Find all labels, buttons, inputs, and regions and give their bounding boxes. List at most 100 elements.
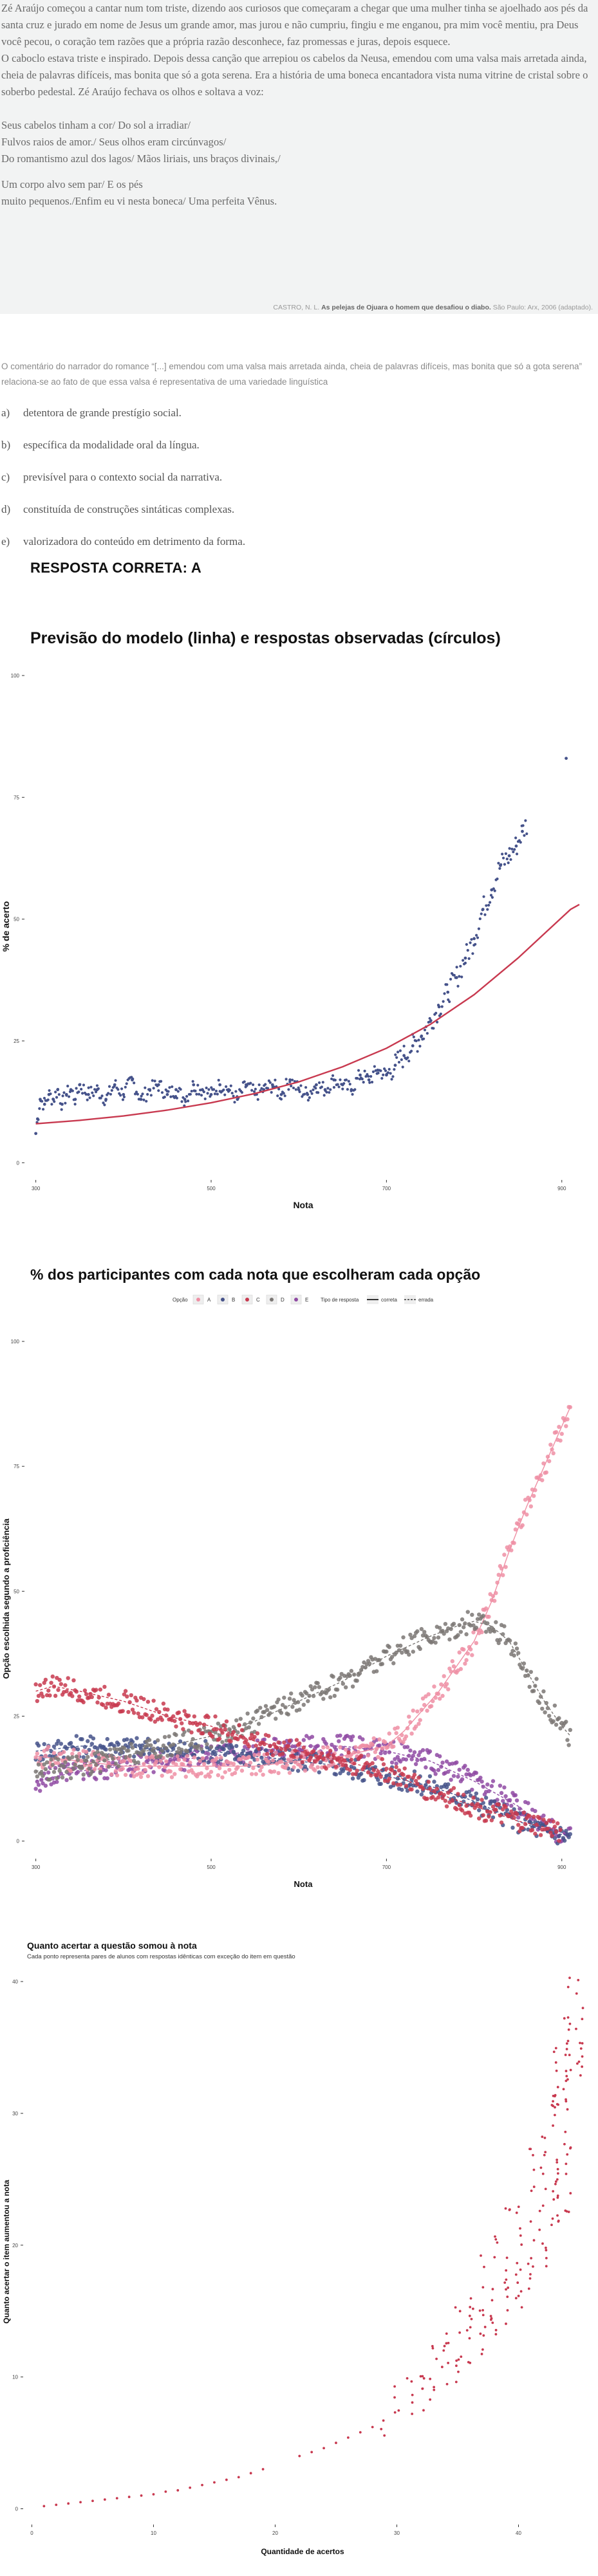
series-D-point	[437, 1626, 442, 1630]
series-C-point	[116, 1701, 121, 1706]
series-B-point	[182, 1741, 187, 1746]
series-A-point	[411, 1708, 415, 1713]
observed-point	[455, 966, 458, 969]
gain-point	[520, 2306, 523, 2309]
observed-point	[279, 1098, 283, 1101]
observed-point	[142, 1098, 145, 1101]
chart2-title: % dos participantes com cada nota que es…	[30, 1266, 481, 1283]
series-A-point	[544, 1470, 548, 1475]
observed-point	[366, 1072, 369, 1076]
gain-point	[454, 2306, 457, 2309]
observed-point	[515, 852, 519, 856]
y-axis-label: Opção escolhida segundo a proficiência	[1, 1518, 11, 1679]
series-C-point	[475, 1801, 480, 1807]
option-d[interactable]: d) constituída de construções sintáticas …	[1, 503, 245, 535]
observed-point	[56, 1088, 60, 1092]
series-C-point	[330, 1759, 334, 1764]
series-B-point	[95, 1746, 100, 1751]
series-C-point	[436, 1795, 441, 1800]
series-A-point	[464, 1658, 469, 1662]
series-D-point	[321, 1697, 326, 1701]
series-C-point	[181, 1727, 185, 1731]
gain-point	[528, 2277, 532, 2280]
series-A-point	[409, 1731, 414, 1736]
observed-point	[84, 1092, 88, 1096]
series-A-point	[564, 1424, 568, 1428]
observed-point	[207, 1088, 210, 1091]
series-C-point	[43, 1677, 48, 1682]
observed-point	[282, 1092, 285, 1095]
series-D-point	[63, 1760, 68, 1765]
series-A-point	[424, 1694, 428, 1698]
series-A-point	[219, 1755, 223, 1760]
gain-point	[532, 2265, 534, 2268]
series-A-point	[231, 1762, 236, 1766]
series-D-point	[80, 1765, 84, 1771]
series-D-point	[73, 1762, 77, 1767]
observed-point	[236, 1098, 239, 1101]
observed-point	[290, 1084, 293, 1088]
observed-point	[337, 1085, 341, 1089]
observed-point	[180, 1100, 183, 1103]
gain-point	[506, 2295, 509, 2298]
option-b[interactable]: b) específica da modalidade oral da língu…	[1, 439, 245, 471]
series-A-point	[138, 1774, 144, 1780]
series-D-point	[551, 1719, 556, 1724]
series-A-point	[239, 1769, 245, 1773]
gain-point	[550, 2104, 554, 2106]
gain-point	[552, 2198, 556, 2201]
series-A-point	[474, 1641, 479, 1646]
series-D-point	[217, 1733, 222, 1738]
series-D-point	[35, 1774, 39, 1779]
series-B-point	[238, 1760, 243, 1765]
gain-point	[519, 2290, 523, 2293]
observed-point	[42, 1096, 46, 1100]
observed-point	[67, 1095, 71, 1098]
series-C-point	[151, 1698, 156, 1703]
series-D-point	[476, 1612, 481, 1617]
gain-point	[481, 2314, 485, 2317]
series-D-point	[418, 1646, 422, 1651]
option-a[interactable]: a) detentora de grande prestígio social.	[1, 407, 245, 439]
series-D-point	[301, 1702, 306, 1707]
series-D-point	[258, 1706, 263, 1710]
option-c[interactable]: c) previsível para o contexto social da n…	[1, 471, 245, 503]
series-D-point	[274, 1716, 278, 1721]
option-e[interactable]: e) valorizadora do conteúdo em detrimento…	[1, 535, 245, 567]
observed-point	[156, 1083, 160, 1087]
series-C-point	[213, 1714, 218, 1719]
observed-point	[39, 1098, 42, 1101]
gain-point	[516, 2261, 519, 2265]
series-D-point	[300, 1693, 304, 1698]
series-C-point	[427, 1787, 433, 1791]
series-A-point	[429, 1704, 434, 1709]
series-D-point	[64, 1769, 69, 1774]
series-E-point	[105, 1776, 109, 1781]
series-E-point	[64, 1778, 69, 1783]
observed-point	[393, 1063, 397, 1067]
series-A-point	[558, 1438, 563, 1443]
observed-point	[183, 1098, 187, 1101]
observed-point	[57, 1093, 61, 1096]
gain-point	[483, 2326, 487, 2328]
observed-point	[459, 964, 462, 968]
observed-point	[122, 1095, 126, 1099]
series-A-point	[310, 1763, 315, 1767]
series-D-point	[119, 1750, 124, 1754]
observed-point	[310, 1092, 313, 1095]
gain-point	[491, 2288, 494, 2290]
gain-point	[581, 2018, 584, 2021]
observed-point	[110, 1089, 113, 1092]
series-A-point	[258, 1768, 263, 1773]
observed-point	[205, 1086, 208, 1090]
series-C-point	[446, 1790, 451, 1795]
series-D-point	[326, 1687, 332, 1692]
series-A-point	[122, 1758, 127, 1763]
series-C-point	[547, 1818, 552, 1823]
series-B-point	[362, 1778, 366, 1783]
observed-point	[368, 1081, 371, 1084]
series-D-point	[109, 1753, 114, 1758]
gain-point	[471, 2307, 474, 2310]
series-D-point	[196, 1743, 201, 1748]
series-A-point	[261, 1772, 265, 1777]
